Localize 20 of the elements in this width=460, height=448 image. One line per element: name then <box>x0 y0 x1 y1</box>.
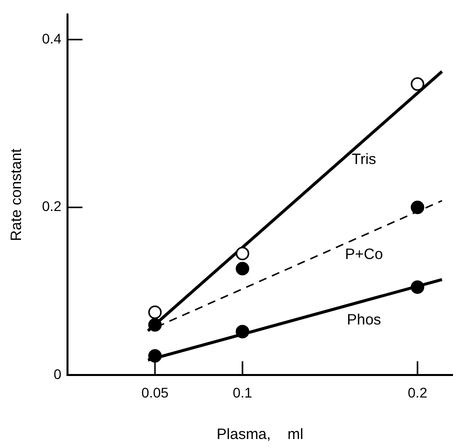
point <box>410 280 424 294</box>
x-tick-label: 0.05 <box>141 384 169 400</box>
point <box>148 318 162 332</box>
point <box>148 306 162 320</box>
point <box>236 324 250 338</box>
y-tick-label: 0.2 <box>42 198 62 214</box>
point <box>236 262 250 276</box>
x-tick-label: 0.2 <box>408 384 428 400</box>
series-label: Tris <box>352 150 376 168</box>
y-tick-label: 0.4 <box>42 30 62 46</box>
y-axis-title: Rate constant <box>8 148 26 242</box>
point <box>410 77 424 91</box>
x-tick-label: 0.1 <box>232 384 252 400</box>
x-axis-title: Plasma, ml <box>216 426 304 444</box>
series-label: P+Co <box>344 246 383 263</box>
series-label: Phos <box>346 312 382 329</box>
point <box>148 349 162 363</box>
y-tick-label: 0 <box>54 366 62 382</box>
point <box>410 200 424 214</box>
point <box>236 246 250 260</box>
